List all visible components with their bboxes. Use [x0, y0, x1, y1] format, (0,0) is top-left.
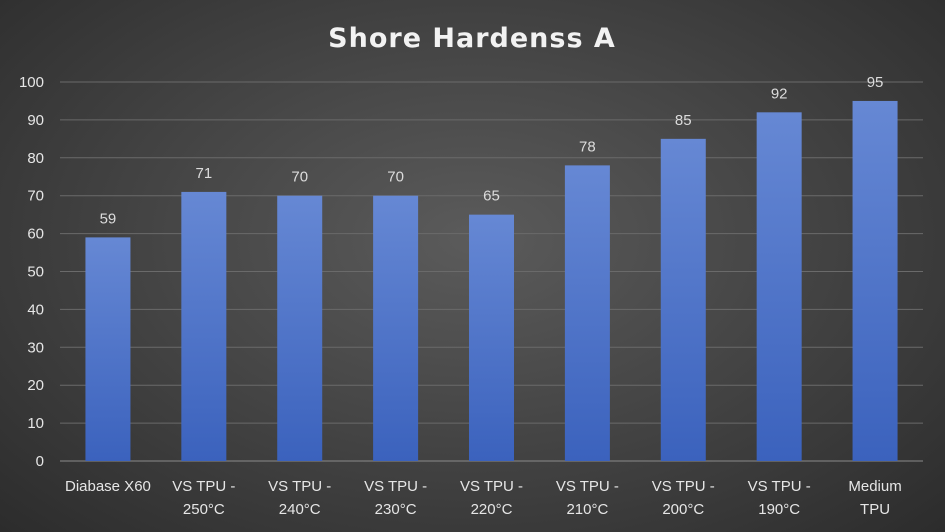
category-label: 200°C [662, 501, 704, 518]
category-label: 210°C [566, 501, 608, 518]
bars [85, 100, 898, 461]
y-tick-label: 10 [27, 415, 44, 432]
bar [85, 237, 131, 461]
y-tick-label: 30 [27, 339, 44, 356]
y-tick-label: 0 [36, 453, 44, 470]
bar [660, 138, 706, 461]
data-label: 92 [771, 85, 788, 102]
y-tick-label: 40 [27, 301, 44, 318]
data-label: 70 [387, 169, 404, 186]
y-tick-label: 20 [27, 377, 44, 394]
bar [852, 100, 898, 461]
category-label: Diabase X60 [65, 478, 151, 495]
y-axis-ticks: 0 10 20 30 40 50 60 70 80 90 100 [19, 74, 44, 470]
y-tick-label: 60 [27, 226, 44, 243]
bar [181, 191, 227, 461]
bar [469, 214, 514, 461]
data-label: 85 [675, 112, 692, 129]
y-tick-label: 100 [19, 74, 44, 91]
data-labels: 59 71 70 70 65 78 85 92 95 [100, 74, 884, 227]
category-label: TPU [860, 501, 890, 518]
y-tick-label: 90 [27, 112, 44, 129]
data-label: 65 [483, 188, 500, 205]
data-label: 71 [195, 165, 212, 182]
category-label: VS TPU - [460, 478, 523, 495]
bar [373, 195, 419, 461]
category-label: VS TPU - [556, 478, 619, 495]
category-label: Medium [848, 478, 901, 495]
bar [756, 112, 802, 461]
category-label: VS TPU - [748, 478, 811, 495]
data-label: 70 [291, 169, 308, 186]
category-label: VS TPU - [364, 478, 427, 495]
data-label: 59 [100, 210, 117, 227]
bar [564, 165, 610, 461]
category-label: 250°C [183, 501, 225, 518]
x-axis-categories: Diabase X60 VS TPU - 250°C VS TPU - 240°C VS … [65, 478, 902, 518]
category-label: 220°C [471, 501, 513, 518]
category-label: 190°C [758, 501, 800, 518]
chart-title: Shore Hardenss A [328, 23, 616, 54]
data-label: 78 [579, 138, 596, 155]
category-label: 240°C [279, 501, 321, 518]
category-label: VS TPU - [172, 478, 235, 495]
category-label: 230°C [375, 501, 417, 518]
data-label: 95 [867, 74, 884, 91]
y-tick-label: 80 [27, 150, 44, 167]
category-label: VS TPU - [652, 478, 715, 495]
y-tick-label: 50 [27, 264, 44, 281]
bar [277, 195, 323, 461]
y-tick-label: 70 [27, 188, 44, 205]
category-label: VS TPU - [268, 478, 331, 495]
